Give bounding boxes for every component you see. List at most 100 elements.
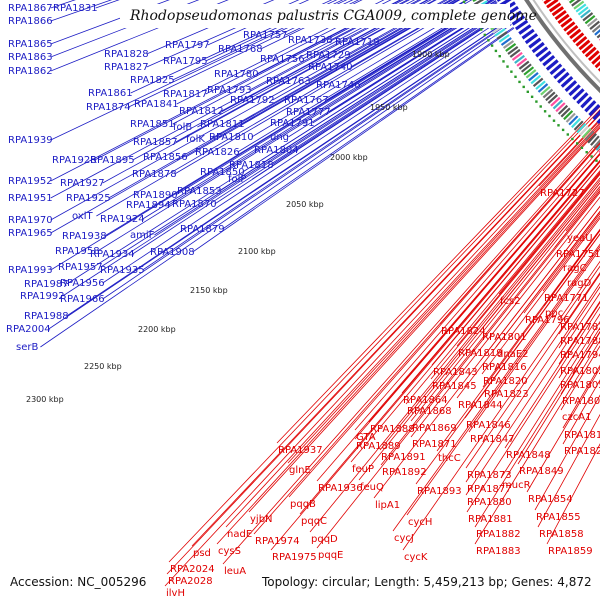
leader-line (380, 190, 600, 466)
gene-label-reverse: RPA1788 (560, 336, 600, 347)
forward-gene-mark (514, 19, 529, 31)
leader-line (517, 331, 600, 465)
gene-label-forward: RPA1810 (209, 132, 254, 143)
gene-label-forward: RPA1927 (60, 178, 105, 189)
leader-line (316, 152, 600, 482)
category-mark (545, 91, 556, 102)
gene-label-reverse: RPA1888 (370, 424, 415, 435)
category-mark (587, 17, 598, 28)
gene-label-forward: RPA1857 (133, 137, 178, 148)
gene-label-reverse: cysS (218, 546, 241, 557)
gene-label-reverse: RPA1880 (467, 497, 512, 508)
leader-line (456, 172, 600, 347)
leader-line (465, 292, 600, 496)
forward-gene-mark (584, 100, 597, 113)
leader-line (66, 7, 501, 285)
leader-line (66, 19, 509, 317)
ring-dot (506, 65, 509, 68)
gene-label-reverse: mucR (502, 480, 531, 491)
gene-label-reverse: RPA1844 (458, 400, 503, 411)
ring-dot (585, 151, 588, 154)
gene-label-forward: ung (270, 132, 289, 143)
ring-dot (548, 114, 551, 118)
gene-label-forward: RPA1780 (214, 69, 259, 80)
leader-line (500, 320, 600, 479)
ring-dot (498, 55, 501, 58)
gene-label-reverse: RPA1802 (560, 366, 600, 377)
reverse-gene-mark (575, 35, 588, 47)
gene-label-reverse: RPA1855 (536, 512, 581, 523)
forward-gene-mark (524, 33, 539, 45)
gene-label-forward: RPA1729 (306, 50, 351, 61)
leader-line (474, 339, 600, 545)
forward-gene-mark (588, 103, 600, 117)
gene-label-reverse: leuA (224, 566, 246, 577)
category-mark (525, 69, 537, 79)
gene-label-forward: RPA1925 (66, 193, 111, 204)
reverse-gene-mark (546, 0, 559, 9)
accession-text: Accession: NC_005296 (10, 575, 146, 589)
gene-label-reverse: czcA1 (562, 412, 591, 423)
category-mark (498, 34, 510, 43)
gene-label-forward: RPA1850 (200, 167, 245, 178)
leader-line (430, 173, 600, 380)
gene-label-reverse: cycK (404, 552, 428, 563)
reverse-gene-mark (554, 9, 567, 21)
ring-dot (483, 33, 486, 37)
leader-line (48, 19, 509, 330)
leader-line (562, 364, 600, 429)
category-mark (581, 128, 592, 139)
reverse-gene-mark (557, 13, 570, 24)
category-mark (542, 88, 554, 99)
gene-label-forward: RPA1865 (8, 39, 53, 50)
gene-label-forward: RPA1952 (8, 176, 53, 187)
gene-label-reverse: lipA1 (375, 500, 400, 511)
gene-label-forward: RPA1987 (24, 279, 69, 290)
gene-label-forward: RPA1804 (254, 145, 299, 156)
leader-line (354, 148, 600, 431)
ring-dot (480, 28, 483, 31)
leader-line (50, 0, 229, 72)
ring-dot (510, 70, 513, 73)
leader-line (248, 127, 600, 513)
forward-gene-mark (511, 15, 526, 26)
leader-line (221, 0, 428, 112)
ring-dot (490, 44, 494, 47)
gene-label-reverse: RPA1864 (403, 395, 448, 406)
gene-label-forward: RPA1934 (90, 249, 135, 260)
forward-gene-mark (545, 59, 559, 71)
ring-dot (462, 0, 466, 4)
gene-label-reverse: nadE (227, 529, 252, 540)
kbp-tick-labels: 1900 kbp 1950 kbp 2000 kbp 2050 kbp 2100 kbp… (26, 50, 450, 404)
category-mark (563, 110, 574, 121)
leader-line (562, 379, 600, 445)
gene-label-reverse: RPA1782 (560, 322, 600, 333)
ring-dot (522, 85, 525, 89)
leader-line (534, 394, 600, 511)
gene-label-forward: RPA1795 (163, 56, 208, 67)
category-mark (505, 43, 517, 52)
gene-label-forward: RPA1791 (270, 118, 315, 129)
gene-label-forward: RPA1957 (58, 262, 103, 273)
reverse-gene-mark (563, 21, 576, 32)
gene-label-forward: RPA1867 (8, 3, 53, 14)
reverse-gene-mark (581, 43, 594, 54)
gene-label-forward: folB (173, 122, 192, 133)
leader-line (560, 330, 600, 395)
forward-gene-mark (535, 46, 549, 58)
gene-label-reverse: yjbN (250, 514, 273, 525)
ring-dot (571, 137, 574, 141)
leader-line (102, 16, 507, 284)
leader-line (142, 21, 510, 271)
leader-line (482, 228, 600, 388)
gene-label-forward: RPA1938 (62, 231, 107, 242)
category-mark (511, 51, 523, 61)
gene-label-forward: RPA1878 (132, 169, 177, 180)
forward-gene-mark (531, 41, 545, 54)
leader-line (166, 113, 600, 575)
leader-line (50, 0, 170, 45)
reverse-gene-mark (591, 54, 600, 65)
ring-dot (494, 49, 498, 53)
gene-label-reverse: RPA1727 (540, 188, 585, 199)
forward-gene-mark (596, 118, 600, 124)
